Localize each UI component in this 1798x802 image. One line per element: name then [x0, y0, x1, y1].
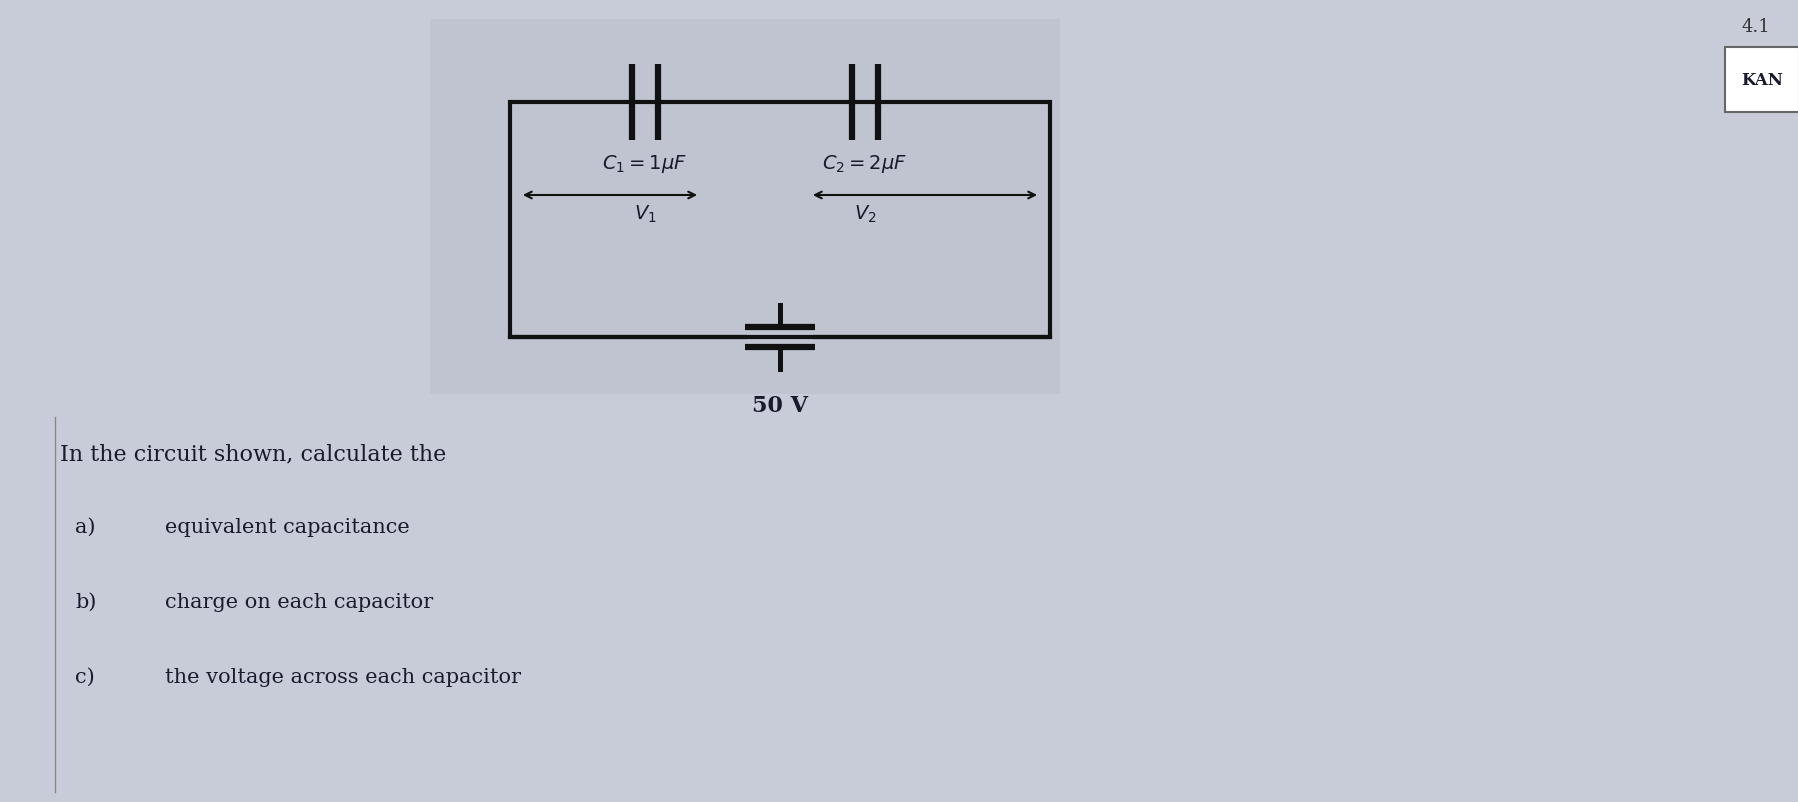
Text: 50 V: 50 V	[752, 395, 807, 416]
Text: $V_2$: $V_2$	[854, 204, 876, 225]
Bar	[509, 103, 1050, 338]
Text: a): a)	[76, 517, 95, 537]
Text: KAN: KAN	[1740, 72, 1782, 89]
Text: 4.1: 4.1	[1740, 18, 1769, 36]
Text: equivalent capacitance: equivalent capacitance	[165, 517, 410, 537]
Text: charge on each capacitor: charge on each capacitor	[165, 592, 433, 611]
Text: $C_2 = 2\mu F$: $C_2 = 2\mu F$	[822, 153, 906, 175]
Text: In the circuit shown, calculate the: In the circuit shown, calculate the	[59, 443, 446, 464]
Bar	[1724, 48, 1798, 113]
Text: b): b)	[76, 592, 97, 611]
Text: the voltage across each capacitor: the voltage across each capacitor	[165, 667, 521, 687]
Text: $C_1 = 1\mu F$: $C_1 = 1\mu F$	[602, 153, 687, 175]
Text: $V_1$: $V_1$	[633, 204, 656, 225]
Text: c): c)	[76, 667, 95, 687]
Bar	[430, 20, 1059, 395]
